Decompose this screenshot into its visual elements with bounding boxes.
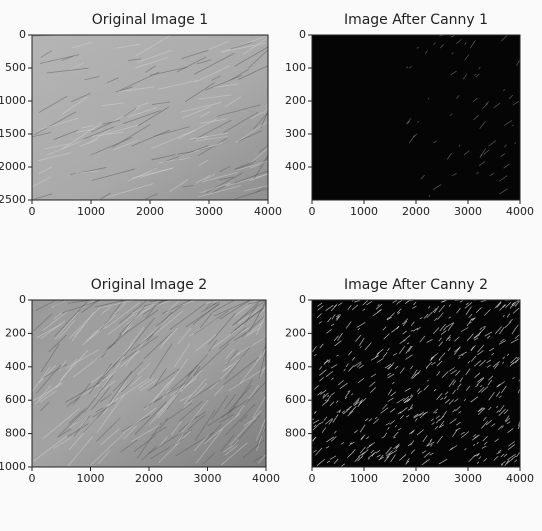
x-tick-label: 2000: [402, 205, 430, 218]
y-tick-label: 100: [285, 61, 306, 74]
y-tick-label: 0: [299, 293, 306, 306]
image-layer: [312, 35, 520, 200]
y-tick-label: 400: [285, 160, 306, 173]
y-tick-label: 1000: [0, 94, 26, 107]
x-tick-label: 2000: [136, 205, 164, 218]
x-tick-label: 0: [29, 205, 36, 218]
subplot: Original Image 2010002000300040000200400…: [0, 277, 280, 485]
x-tick-label: 1000: [77, 205, 105, 218]
y-tick-label: 400: [5, 360, 26, 373]
x-tick-label: 1000: [77, 472, 105, 485]
x-tick-label: 1000: [350, 472, 378, 485]
y-tick-label: 600: [285, 393, 306, 406]
x-tick-label: 3000: [454, 472, 482, 485]
subplot-title: Image After Canny 1: [344, 12, 488, 28]
x-tick-label: 4000: [506, 205, 534, 218]
y-tick-label: 200: [285, 326, 306, 339]
figure: Original Image 1010002000300040000500100…: [0, 0, 542, 531]
y-tick-label: 600: [5, 393, 26, 406]
y-tick-label: 800: [5, 427, 26, 440]
image-layer: [312, 300, 520, 467]
x-tick-label: 0: [29, 472, 36, 485]
image: [312, 35, 520, 200]
subplot-title: Original Image 1: [92, 12, 208, 28]
x-tick-label: 4000: [254, 205, 282, 218]
subplot: Image After Canny 1 0 1000 2000 3000 4000 0 100…: [285, 12, 534, 218]
subplot-title: Original Image 2: [91, 277, 207, 293]
image: [32, 35, 268, 200]
x-tick-label: 1000: [350, 205, 378, 218]
x-tick-label: 2000: [402, 472, 430, 485]
y-tick-label: 0: [19, 28, 26, 41]
y-tick-label: 2500: [0, 193, 26, 206]
x-tick-label: 0: [309, 472, 316, 485]
y-tick-label: 2000: [0, 160, 26, 173]
image-layer: [32, 35, 268, 200]
x-tick-label: 4000: [506, 472, 534, 485]
y-tick-label: 1500: [0, 127, 26, 140]
y-tick-label: 800: [285, 427, 306, 440]
y-tick-label: 200: [285, 94, 306, 107]
y-tick-label: 400: [285, 360, 306, 373]
x-tick-label: 0: [309, 205, 316, 218]
image-layer: [32, 300, 266, 467]
x-tick-label: 3000: [195, 205, 223, 218]
subplot: Original Image 1 0 1000 2000 3000 4000 0 500 100…: [0, 12, 282, 218]
y-tick-label: 0: [299, 28, 306, 41]
y-tick-label: 1000: [0, 460, 26, 473]
y-tick-label: 500: [5, 61, 26, 74]
y-tick-label: 0: [19, 293, 26, 306]
x-tick-label: 3000: [454, 205, 482, 218]
subplot: Image After Canny 2 0 1000 2000 3000 4000 0 200…: [285, 277, 534, 485]
y-tick-label: 300: [285, 127, 306, 140]
y-tick-label: 200: [5, 326, 26, 339]
x-tick-label: 2000: [135, 472, 163, 485]
x-tick-label: 3000: [194, 472, 222, 485]
subplot-title: Image After Canny 2: [344, 277, 488, 293]
x-tick-label: 4000: [252, 472, 280, 485]
